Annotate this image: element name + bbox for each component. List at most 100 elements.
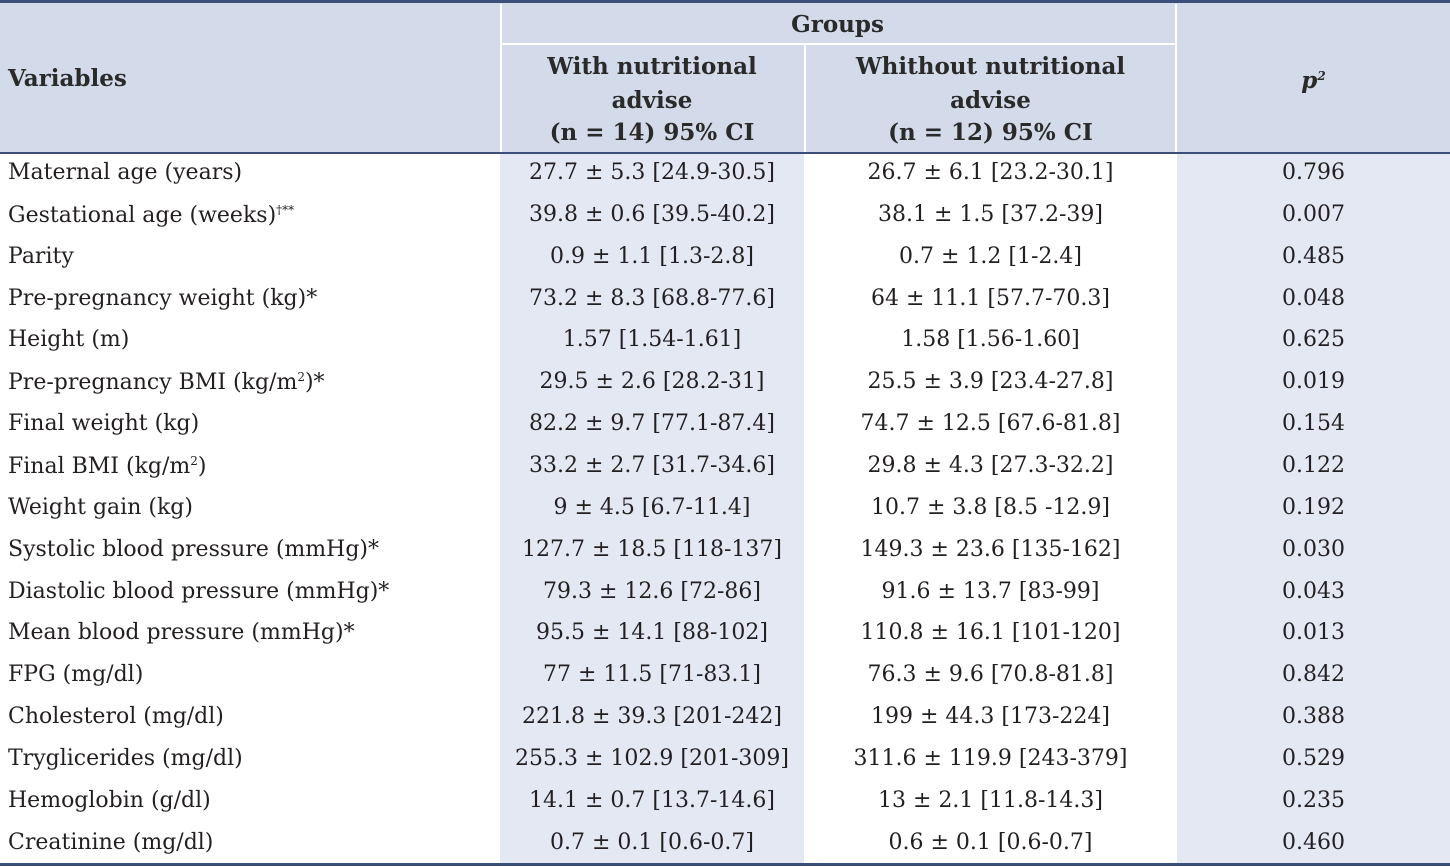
without-advice-cell: 0.6 ± 0.1 [0.6-0.7] [888, 830, 1093, 855]
with-advice-cell: 0.9 ± 1.1 [1.3-2.8] [550, 244, 754, 269]
p-value-cell: 0.154 [1282, 411, 1345, 436]
variable-cell: Hemoglobin (g/dl) [8, 790, 211, 812]
without-advice-cell: 1.58 [1.56-1.60] [901, 327, 1080, 352]
with-advice-cell: 79.3 ± 12.6 [72-86] [543, 579, 761, 604]
variable-cell: Mean blood pressure (mmHg)* [8, 622, 355, 644]
without-advice-cell: 91.6 ± 13.7 [83-99] [881, 579, 1100, 604]
p-value-column-band [1177, 153, 1450, 864]
without-advice-cell: 74.7 ± 12.5 [67.6-81.8] [860, 411, 1121, 436]
without-advice-header-line3: (n = 12) 95% CI [888, 119, 1093, 146]
variable-label: Pre-pregnancy weight (kg)* [8, 286, 318, 311]
with-advice-cell: 221.8 ± 39.3 [201-242] [522, 704, 782, 729]
variable-label: Cholesterol (mg/dl) [8, 704, 224, 729]
with-advice-cell: 77 ± 11.5 [71-83.1] [543, 662, 761, 687]
without-advice-cell: 13 ± 2.1 [11.8-14.3] [878, 788, 1103, 813]
with-advice-cell: 33.2 ± 2.7 [31.7-34.6] [529, 453, 775, 478]
with-advice-cell: 9 ± 4.5 [6.7-11.4] [553, 495, 751, 520]
with-advice-cell: 29.5 ± 2.6 [28.2-31] [539, 369, 765, 394]
p-value-cell: 0.485 [1282, 244, 1345, 269]
without-advice-header-line2: advise [950, 87, 1031, 114]
without-advice-header-line1: Whithout nutritional [855, 53, 1126, 80]
p-value-cell: 0.019 [1282, 369, 1345, 394]
p-value-cell: 0.007 [1282, 202, 1345, 227]
variable-cell: Final BMI (kg/m2) [8, 455, 207, 478]
top-rule [0, 0, 1450, 3]
groups-header: Groups [791, 11, 884, 38]
with-advice-cell: 82.2 ± 9.7 [77.1-87.4] [529, 411, 775, 436]
variable-label: Height (m) [8, 327, 130, 352]
without-advice-cell: 25.5 ± 3.9 [23.4-27.8] [867, 369, 1114, 394]
with-advice-cell: 39.8 ± 0.6 [39.5-40.2] [529, 202, 775, 227]
p-value-cell: 0.625 [1282, 327, 1345, 352]
variable-label: Gestational age (weeks) [8, 203, 277, 228]
bottom-rule [0, 863, 1450, 866]
with-advice-cell: 95.5 ± 14.1 [88-102] [536, 620, 768, 645]
without-advice-column-band [806, 153, 1175, 864]
with-advice-cell: 0.7 ± 0.1 [0.6-0.7] [550, 830, 754, 855]
header-divider [804, 45, 806, 153]
without-advice-cell: 149.3 ± 23.6 [135-162] [860, 537, 1121, 562]
variable-cell: Creatinine (mg/dl) [8, 832, 213, 854]
without-advice-cell: 199 ± 44.3 [173-224] [871, 704, 1110, 729]
p-value-cell: 0.796 [1282, 160, 1345, 185]
p-value-header-sup: 2 [1317, 69, 1326, 83]
with-advice-cell: 1.57 [1.54-1.61] [562, 327, 742, 352]
variable-label-suffix: )* [304, 370, 325, 395]
variable-label: Tryglicerides (mg/dl) [8, 746, 243, 771]
p-value-cell: 0.235 [1282, 788, 1345, 813]
p-value-cell: 0.192 [1282, 495, 1345, 520]
without-advice-cell: 26.7 ± 6.1 [23.2-30.1] [867, 160, 1114, 185]
p-value-cell: 0.529 [1282, 746, 1345, 771]
with-advice-cell: 127.7 ± 18.5 [118-137] [522, 537, 782, 562]
variable-label: Diastolic blood pressure (mmHg)* [8, 579, 390, 604]
with-advice-column-band [500, 153, 804, 864]
p-value-cell: 0.043 [1282, 579, 1345, 604]
variable-cell: Diastolic blood pressure (mmHg)* [8, 581, 389, 603]
variable-cell: Parity [8, 246, 74, 268]
variable-label: Weight gain (kg) [8, 495, 193, 520]
with-advice-cell: 255.3 ± 102.9 [201-309] [515, 746, 789, 771]
variable-superscript: †** [276, 203, 295, 217]
without-advice-cell: 10.7 ± 3.8 [8.5 -12.9] [871, 495, 1110, 520]
variable-superscript: 2 [190, 454, 198, 468]
variable-label: Final weight (kg) [8, 411, 200, 436]
variable-cell: Tryglicerides (mg/dl) [8, 748, 243, 770]
without-advice-cell: 38.1 ± 1.5 [37.2-39] [878, 202, 1103, 227]
with-advice-header-line1: With nutritional [547, 53, 757, 80]
variable-cell: Pre-pregnancy BMI (kg/m2)* [8, 371, 325, 394]
variable-cell: Cholesterol (mg/dl) [8, 706, 224, 728]
variable-cell: Systolic blood pressure (mmHg)* [8, 539, 379, 561]
p-value-cell: 0.122 [1282, 453, 1345, 478]
without-advice-cell: 76.3 ± 9.6 [70.8-81.8] [867, 662, 1114, 687]
variable-cell: Final weight (kg) [8, 413, 199, 435]
variable-cell: Maternal age (years) [8, 162, 242, 184]
p-value-cell: 0.030 [1282, 537, 1345, 562]
p-value-cell: 0.388 [1282, 704, 1345, 729]
p-value-cell: 0.013 [1282, 620, 1345, 645]
without-advice-cell: 64 ± 11.1 [57.7-70.3] [871, 286, 1110, 311]
p-value-cell: 0.048 [1282, 286, 1345, 311]
variable-label: Systolic blood pressure (mmHg)* [8, 537, 380, 562]
variable-label: Maternal age (years) [8, 160, 243, 185]
variable-cell: Pre-pregnancy weight (kg)* [8, 288, 317, 310]
p-value-cell: 0.460 [1282, 830, 1345, 855]
with-advice-cell: 27.7 ± 5.3 [24.9-30.5] [529, 160, 775, 185]
variable-label: Hemoglobin (g/dl) [8, 788, 211, 813]
variable-cell: Weight gain (kg) [8, 497, 193, 519]
with-advice-cell: 14.1 ± 0.7 [13.7-14.6] [529, 788, 775, 813]
with-advice-header-line2: advise [611, 87, 693, 114]
with-advice-cell: 73.2 ± 8.3 [68.8-77.6] [529, 286, 775, 311]
variable-label: Final BMI (kg/m [8, 454, 191, 479]
variable-cell: Gestational age (weeks)†** [8, 204, 294, 227]
p-value-cell: 0.842 [1282, 662, 1345, 687]
without-advice-cell: 0.7 ± 1.2 [1-2.4] [899, 244, 1082, 269]
without-advice-cell: 110.8 ± 16.1 [101-120] [860, 620, 1121, 645]
header-divider [1175, 4, 1177, 153]
variable-label: Parity [8, 244, 74, 269]
variable-label-suffix: ) [197, 454, 207, 479]
variable-label: Mean blood pressure (mmHg)* [8, 620, 355, 645]
variable-label: Creatinine (mg/dl) [8, 830, 214, 855]
p-value-header-label: p [1301, 67, 1318, 94]
variable-label: Pre-pregnancy BMI (kg/m [8, 370, 298, 395]
